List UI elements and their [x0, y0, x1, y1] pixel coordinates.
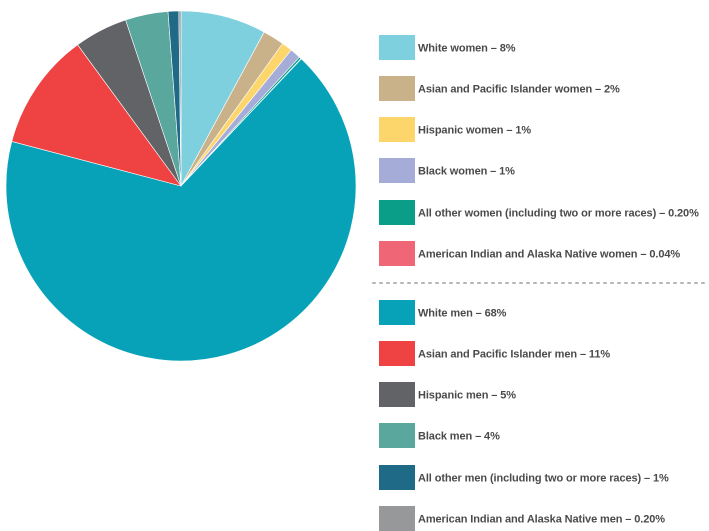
legend-swatch: [379, 300, 415, 325]
legend-item: White women – 8%: [379, 35, 516, 60]
legend-label: Hispanic women – 1%: [418, 125, 531, 137]
legend-swatch: [379, 423, 415, 448]
legend-swatch: [379, 382, 415, 407]
legend-label: Hispanic men – 5%: [418, 390, 516, 402]
legend-item: All other men (including two or more rac…: [379, 465, 669, 490]
legend-label: Black men – 4%: [418, 431, 500, 443]
legend-item: White men – 68%: [379, 300, 507, 325]
legend-swatch: [379, 506, 415, 531]
pie-slice: [178, 10, 182, 187]
legend-item: Black men – 4%: [379, 423, 500, 448]
legend-item: All other women (including two or more r…: [379, 200, 699, 225]
legend-swatch: [379, 117, 415, 142]
legend-item: Hispanic women – 1%: [379, 117, 531, 142]
legend-label: Asian and Pacific Islander men – 11%: [418, 349, 610, 361]
legend-item: American Indian and Alaska Native women …: [379, 241, 680, 266]
legend-label: American Indian and Alaska Native men – …: [418, 514, 665, 526]
legend-item: Asian and Pacific Islander men – 11%: [379, 341, 610, 366]
pie-slice: [11, 44, 182, 187]
legend-item: American Indian and Alaska Native men – …: [379, 506, 665, 531]
legend-item: Asian and Pacific Islander women – 2%: [379, 76, 620, 101]
legend-label: All other women (including two or more r…: [418, 208, 699, 220]
legend-swatch: [379, 76, 415, 101]
legend-label: White men – 68%: [418, 308, 507, 320]
pie-slice: [5, 58, 357, 362]
legend-swatch: [379, 465, 415, 490]
legend-swatch: [379, 35, 415, 60]
legend-item: Black women – 1%: [379, 158, 515, 183]
legend: White women – 8% Asian and Pacific Island…: [372, 35, 706, 531]
legend-label: Black women – 1%: [418, 166, 515, 178]
legend-label: White women – 8%: [418, 43, 516, 55]
legend-swatch: [379, 158, 415, 183]
legend-swatch: [379, 341, 415, 366]
legend-label: Asian and Pacific Islander women – 2%: [418, 84, 620, 96]
legend-item: Hispanic men – 5%: [379, 382, 516, 407]
pie-slices: [5, 10, 357, 362]
legend-swatch: [379, 200, 415, 225]
legend-label: All other men (including two or more rac…: [418, 473, 669, 485]
legend-swatch: [379, 241, 415, 266]
legend-label: American Indian and Alaska Native women …: [418, 249, 680, 261]
